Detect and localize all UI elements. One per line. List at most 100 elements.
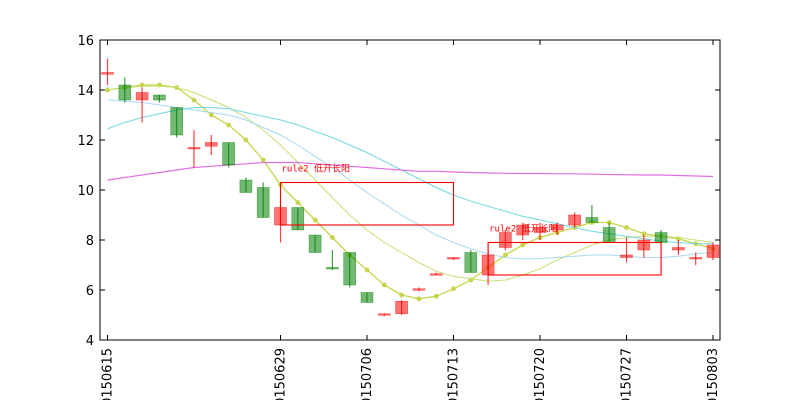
candle: [360, 292, 374, 303]
candle: [602, 222, 616, 243]
ma-point: [364, 267, 370, 273]
annotation-label: rule2 低开长阳: [282, 163, 351, 175]
x-axis: 20150615 20150629 20150706 20150713 20150720…: [101, 40, 721, 400]
ma-point: [641, 231, 647, 237]
candle: [291, 207, 305, 231]
candle-body: [602, 227, 616, 243]
plot-frame: [99, 39, 721, 341]
ma-point: [381, 282, 387, 288]
x-tick-label: 20150727: [620, 348, 635, 400]
ma-point: [433, 293, 439, 299]
y-axis: 4 6 8 10 12 14 16: [77, 34, 720, 349]
y-tick-label: 16: [77, 34, 94, 49]
candle-body: [118, 84, 132, 101]
ma-point: [520, 242, 526, 248]
candle-body: [672, 247, 685, 251]
candle: [568, 212, 581, 228]
candle-body: [637, 239, 651, 251]
annotations: rule2 低开长阳 rule2 低开长阳: [279, 163, 662, 276]
x-tick-label: 20150803: [706, 348, 721, 400]
candle-body: [239, 179, 253, 193]
ma-point: [416, 296, 422, 302]
candle-body: [256, 187, 270, 218]
candle: [689, 252, 703, 265]
ma-line-5: [107, 161, 714, 181]
candle-body: [343, 252, 357, 286]
candle: [620, 237, 633, 263]
candle-body: [205, 142, 218, 147]
candle-body: [326, 267, 339, 270]
y-tick-label: 6: [86, 284, 94, 299]
ma-point: [226, 122, 232, 128]
candle: [170, 107, 183, 138]
candle: [464, 250, 478, 273]
candle-body: [499, 232, 512, 248]
candle-body: [360, 292, 374, 303]
candle: [153, 94, 166, 103]
ma-line-4: [107, 107, 713, 245]
x-tick-label: 20150706: [360, 348, 375, 400]
candle: [412, 287, 426, 292]
candle-body: [153, 94, 166, 101]
candle: [533, 222, 547, 240]
ma-point: [191, 97, 197, 103]
candle-body: [308, 234, 322, 253]
candle-body: [533, 227, 547, 233]
candle-body: [101, 72, 114, 75]
annotation-label: rule2 低开长阳: [489, 223, 558, 235]
candle: [343, 252, 357, 288]
candle: [447, 257, 460, 260]
candle-body: [654, 232, 668, 243]
candle-body: [568, 214, 581, 226]
x-tick-label: 20150615: [101, 348, 116, 400]
y-tick-label: 12: [77, 134, 94, 149]
candle-body: [412, 288, 426, 291]
candle-body: [464, 252, 478, 273]
candle: [516, 222, 530, 240]
candle-body: [187, 147, 201, 150]
candle: [222, 142, 235, 168]
x-tick-label: 20150720: [533, 348, 548, 400]
annotation-box: [487, 241, 662, 276]
candle-body: [222, 142, 235, 166]
candle-body: [135, 92, 149, 101]
candle: [135, 87, 149, 123]
candle-body: [550, 224, 564, 231]
candle: [585, 205, 599, 223]
annotation-box: [279, 181, 455, 226]
candle-body: [447, 257, 460, 260]
candle: [326, 250, 339, 270]
candle: [377, 313, 391, 317]
candle: [672, 240, 685, 255]
moving-average-lines: [105, 82, 716, 302]
candle-body: [689, 257, 703, 260]
candle-body: [706, 244, 720, 258]
y-tick-label: 10: [77, 184, 94, 199]
candle: [239, 177, 253, 193]
ma-point: [503, 252, 508, 258]
ma-point: [451, 286, 456, 292]
candle-body: [516, 224, 530, 236]
candle: [308, 234, 322, 253]
y-tick-label: 4: [86, 334, 94, 349]
candle: [499, 230, 512, 250]
candle: [256, 182, 270, 218]
candle-body: [377, 313, 391, 316]
x-tick-label: 20150629: [274, 348, 289, 400]
ma-point: [399, 292, 404, 298]
ma-point: [260, 157, 266, 163]
y-tick-label: 14: [77, 84, 94, 99]
ma-point: [295, 200, 301, 205]
ma-point: [624, 225, 629, 230]
candle-body: [429, 273, 443, 276]
ma-point: [243, 137, 249, 143]
candle-body: [585, 217, 599, 223]
candle: [187, 130, 201, 168]
candle: [550, 222, 564, 235]
candles: [101, 58, 720, 317]
ma-line-1: [107, 84, 714, 300]
candle: [429, 272, 443, 276]
candle: [101, 58, 114, 85]
candle: [395, 300, 408, 315]
